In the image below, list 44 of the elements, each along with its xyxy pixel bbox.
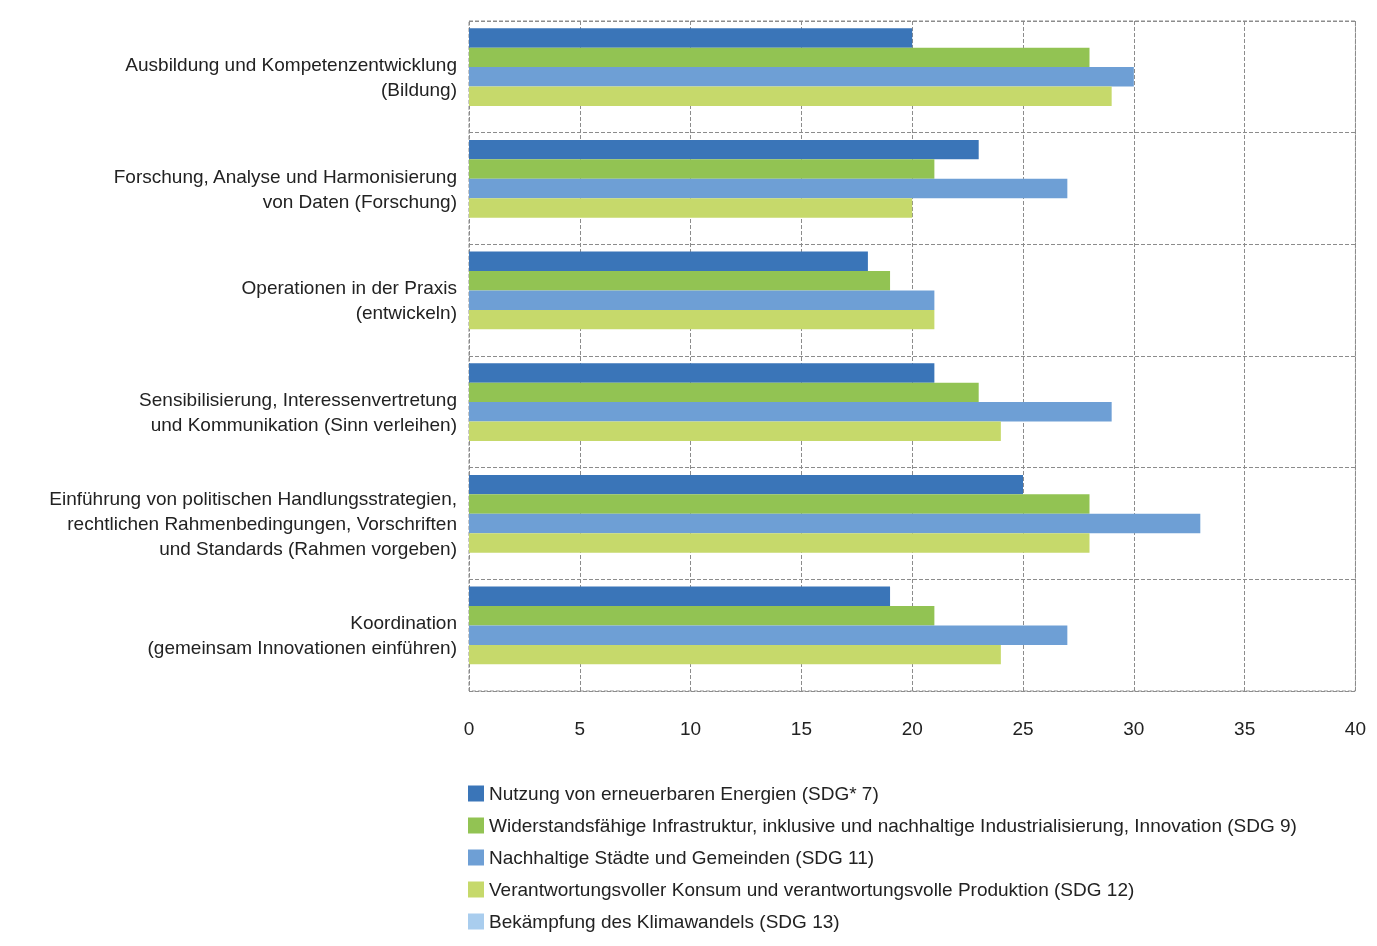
legend-label: Nutzung von erneuerbaren Energien (SDG* 7) bbox=[489, 783, 879, 804]
x-tick-label: 20 bbox=[901, 718, 923, 739]
bar bbox=[469, 382, 979, 403]
bar bbox=[469, 586, 891, 607]
bar bbox=[469, 363, 935, 383]
bar bbox=[469, 402, 1112, 422]
bar bbox=[469, 421, 1001, 441]
bar bbox=[469, 28, 913, 48]
bar bbox=[469, 474, 1024, 495]
legend-label: Verantwortungsvoller Konsum und verantwortungsvolle Produktion (SDG 12) bbox=[489, 879, 1135, 900]
bar bbox=[469, 494, 1090, 514]
x-tick-label: 0 bbox=[463, 718, 475, 739]
bar bbox=[469, 606, 935, 626]
bar bbox=[469, 290, 935, 310]
bar bbox=[469, 67, 1134, 87]
bar bbox=[469, 251, 868, 272]
bar bbox=[469, 86, 1112, 106]
y-tick-label: Koordination (gemeinsam Innovationen einführen) bbox=[147, 612, 457, 659]
x-tick-label: 10 bbox=[680, 718, 702, 739]
bar bbox=[469, 513, 1201, 534]
legend-label: Widerstandsfähige Infrastruktur, inklusive und nachhaltige Industrialisierung, Innovation (SDG 9) bbox=[489, 815, 1297, 836]
legend-label: Nachhaltige Städte und Gemeinden (SDG 11) bbox=[489, 847, 875, 868]
bar bbox=[469, 271, 891, 291]
x-tick-label: 15 bbox=[790, 718, 812, 739]
bar bbox=[469, 533, 1090, 553]
x-tick-label: 5 bbox=[574, 718, 586, 739]
bar bbox=[469, 625, 1068, 645]
bar bbox=[469, 198, 913, 218]
y-tick-label: Sensibilisierung, Interessenvertretung und Kommunikation (Sinn verleihen) bbox=[139, 388, 457, 435]
bar bbox=[469, 178, 1068, 199]
bar bbox=[469, 139, 979, 160]
y-tick-label: Forschung, Analyse und Harmonisierung von Daten (Forschung) bbox=[113, 165, 457, 212]
bar bbox=[469, 309, 935, 330]
bar bbox=[469, 159, 935, 179]
bar bbox=[469, 644, 1001, 665]
y-tick-label: Einführung von politischen Handlungsstrategien, rechtlichen Rahmenbedingungen, Vorschriften und Standards (Rahmen vorgeben) bbox=[49, 488, 457, 559]
x-tick-label: 40 bbox=[1344, 718, 1366, 739]
y-tick-label: Operationen in der Praxis (entwickeln) bbox=[241, 277, 457, 324]
legend-label: Bekämpfung des Klimawandels (SDG 13) bbox=[489, 911, 840, 932]
y-tick-label: Ausbildung und Kompetenzentwicklung (Bildung) bbox=[125, 53, 457, 100]
x-tick-label: 30 bbox=[1123, 718, 1145, 739]
bar bbox=[469, 47, 1090, 68]
x-tick-label: 35 bbox=[1234, 718, 1256, 739]
x-tick-label: 25 bbox=[1012, 718, 1034, 739]
